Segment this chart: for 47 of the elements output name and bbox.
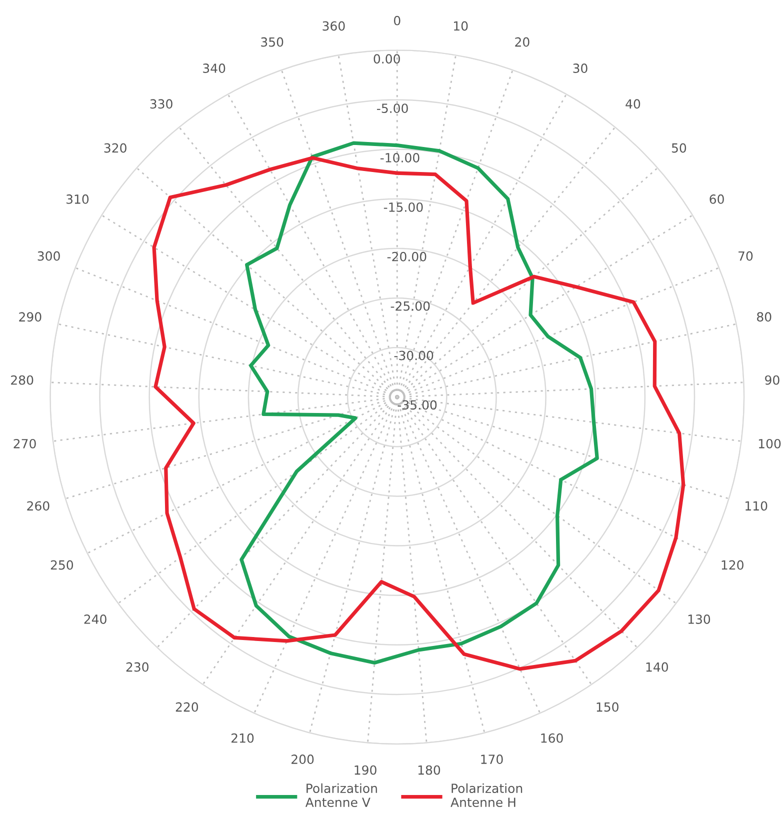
spoke-label: 180: [418, 765, 440, 775]
spoke-label: 340: [203, 64, 226, 73]
spoke-label: 50: [672, 143, 686, 153]
spoke-label: 160: [541, 733, 563, 743]
spoke-label: 200: [292, 754, 314, 764]
spoke-label: 150: [596, 702, 618, 712]
spoke-label: 330: [150, 99, 172, 109]
spoke-label: 300: [38, 251, 60, 261]
spoke-label: 120: [722, 560, 744, 570]
spoke-label: 90: [765, 375, 780, 385]
y-tick-label: -5.00: [377, 104, 408, 114]
spoke-label: 140: [646, 662, 668, 672]
spoke-label: 230: [126, 662, 148, 672]
spoke-label: 110: [746, 501, 768, 511]
spoke-label: 320: [104, 143, 126, 153]
spoke-label: 360: [322, 21, 345, 31]
spoke-label: 280: [11, 375, 34, 385]
y-tick-label: -10.00: [380, 153, 420, 162]
spoke-label: 70: [738, 251, 753, 261]
spoke-label: 80: [757, 312, 772, 322]
y-tick-label: -20.00: [387, 252, 426, 262]
y-tick-label: -30.00: [394, 350, 434, 360]
legend-label: Polarization Antenne V: [305, 783, 377, 808]
spoke-label: 30: [573, 64, 588, 73]
spoke-label: 310: [66, 194, 89, 204]
spoke-label: 0: [394, 16, 400, 26]
spoke-label: 130: [688, 614, 710, 624]
spoke-label: 190: [354, 765, 376, 775]
spoke-label: 350: [261, 37, 284, 47]
y-tick-label: -35.00: [398, 400, 437, 410]
legend-label: Polarization Antenne H: [450, 783, 522, 808]
y-tick-label: -25.00: [390, 301, 430, 311]
spoke-label: 40: [626, 99, 640, 109]
spoke-label: 170: [481, 754, 503, 764]
spoke-label: 60: [710, 194, 724, 204]
spoke-label: 210: [231, 733, 254, 743]
spoke-label: 290: [19, 312, 42, 322]
spoke-label: 100: [758, 438, 781, 448]
spoke-label: 240: [84, 614, 106, 624]
y-tick-label: -15.00: [384, 202, 423, 212]
y-tick-label: 0.00: [374, 54, 400, 64]
spoke-label: 260: [27, 501, 50, 511]
spoke-label: 20: [515, 37, 530, 47]
spoke-label: 220: [176, 702, 198, 712]
spoke-label: 270: [14, 438, 36, 448]
spoke-label: 250: [50, 560, 74, 570]
spoke-label: 10: [454, 21, 468, 31]
